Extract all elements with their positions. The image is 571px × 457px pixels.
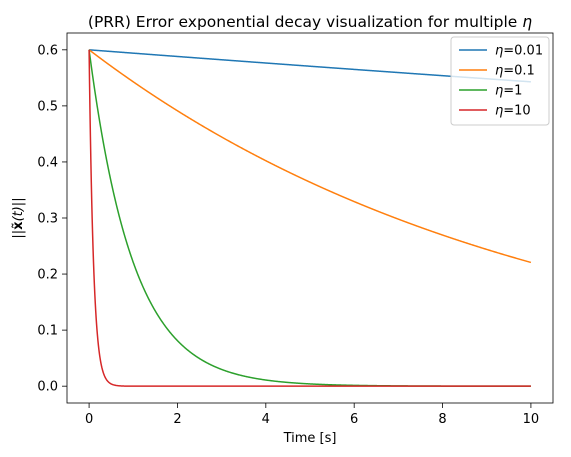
y-axis-label-symbol: x̃ bbox=[11, 221, 26, 230]
series-line-3 bbox=[88, 49, 532, 387]
legend-label: η=0.1 bbox=[495, 64, 535, 79]
y-axis-label-right-bars: || bbox=[11, 197, 26, 206]
y-axis-label-arg: (t) bbox=[11, 206, 26, 221]
legend-label: η=10 bbox=[495, 104, 531, 119]
y-axis-label-left-bars: || bbox=[11, 230, 26, 239]
x-tick-label: 0 bbox=[85, 412, 93, 427]
legend-box bbox=[450, 36, 550, 126]
chart-title-symbol: η bbox=[522, 13, 532, 31]
x-tick-label: 2 bbox=[173, 412, 181, 427]
series-line-1 bbox=[88, 49, 532, 264]
y-tick-label: 0.5 bbox=[37, 99, 58, 114]
x-tick-label: 4 bbox=[262, 412, 270, 427]
y-tick-label: 0.2 bbox=[37, 268, 58, 283]
y-tick-label: 0.1 bbox=[37, 324, 58, 339]
chart-title: (PRR) Error exponential decay visualizat… bbox=[88, 13, 532, 31]
legend-label: η=1 bbox=[495, 84, 522, 99]
y-tick-label: 0.3 bbox=[37, 212, 58, 227]
axes-group: 0 2 4 6 8 10 0.0 0.1 0.2 0.3 0.4 0.5 0.6 bbox=[37, 32, 554, 427]
chart-title-text: (PRR) Error exponential decay visualizat… bbox=[88, 13, 522, 31]
legend: η=0.01 η=0.1 η=1 η=10 bbox=[450, 36, 550, 126]
y-tick-label: 0.0 bbox=[37, 380, 58, 395]
y-axis-label: ||x̃(t)|| bbox=[11, 197, 26, 238]
x-tick-label: 6 bbox=[350, 412, 358, 427]
x-tick-label: 8 bbox=[438, 412, 446, 427]
y-tick-label: 0.4 bbox=[37, 155, 58, 170]
y-tick-label: 0.6 bbox=[37, 43, 58, 58]
legend-label: η=0.01 bbox=[495, 44, 543, 59]
x-axis-label: Time [s] bbox=[283, 431, 337, 446]
x-tick-label: 10 bbox=[523, 412, 540, 427]
